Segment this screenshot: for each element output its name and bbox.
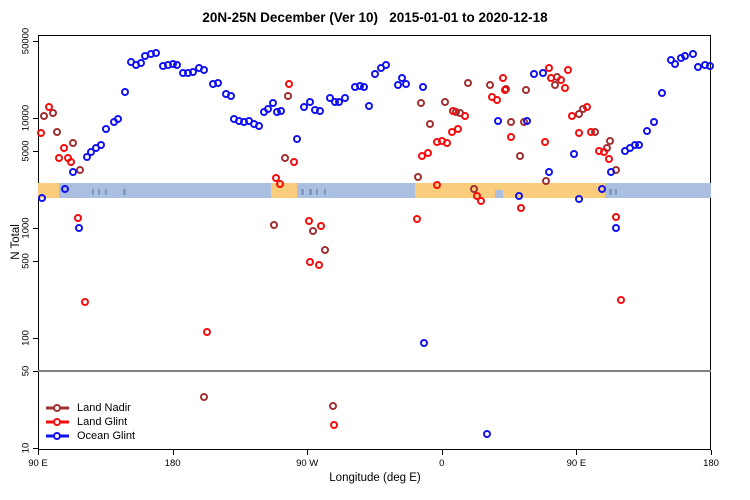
y-tick-label: 100 <box>20 330 32 346</box>
y-tick-label: 1000 <box>20 217 32 239</box>
x-tick <box>576 450 578 455</box>
x-tick-label: 90 E <box>566 458 587 469</box>
y-tick-label: 10000 <box>20 104 32 132</box>
x-axis-title: Longitude (deg E) <box>329 472 421 484</box>
x-tick-label: 90 E <box>28 458 48 469</box>
y-tick-label: 50 <box>20 365 32 377</box>
x-tick <box>711 450 712 455</box>
x-tick-label: 180 <box>703 458 719 469</box>
x-tick-label: 180 <box>164 458 181 469</box>
x-tick <box>307 450 309 455</box>
y-tick-label: 500 <box>20 253 32 270</box>
y-tick-label: 50000 <box>20 27 32 55</box>
x-tick <box>172 450 174 455</box>
plot-area <box>38 35 711 450</box>
chart-title: 20N-25N December (Ver 10) 2015-01-01 to … <box>202 10 548 25</box>
x-tick-label: 90 W <box>296 458 319 469</box>
y-tick-label: 5000 <box>20 140 32 162</box>
x-tick-label: 0 <box>439 458 445 469</box>
y-axis-title: N Total <box>10 224 22 260</box>
x-tick <box>441 450 443 455</box>
x-tick <box>38 450 39 455</box>
y-tick-label: 10 <box>20 442 32 454</box>
